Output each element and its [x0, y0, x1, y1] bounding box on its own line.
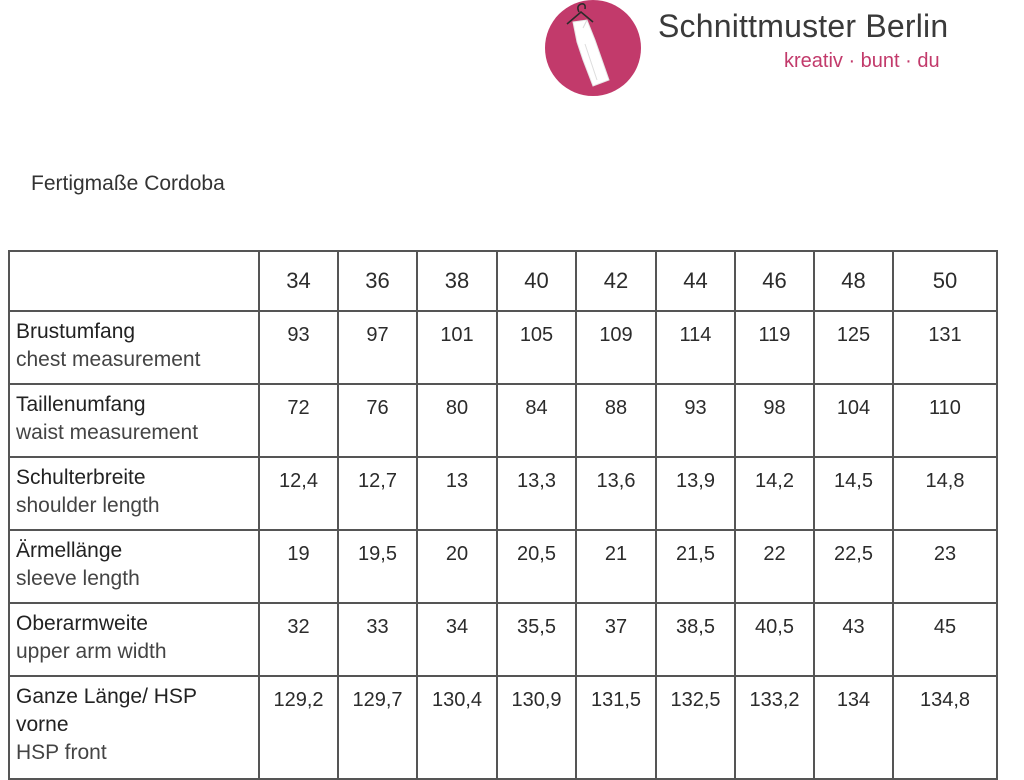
row-label: Taillenumfang waist measurement — [8, 383, 260, 458]
page-title: Fertigmaße Cordoba — [31, 172, 225, 195]
table-cell: 131,5 — [575, 675, 657, 780]
table-cell: 19 — [258, 529, 339, 604]
row-label: Ärmellänge sleeve length — [8, 529, 260, 604]
table-cell: 21 — [575, 529, 657, 604]
table-row: Ganze Länge/ HSP vorne HSP front 129,2 1… — [8, 675, 998, 780]
table-cell: 131 — [892, 310, 998, 385]
table-cell: 105 — [496, 310, 577, 385]
table-cell: 93 — [655, 383, 736, 458]
table-cell: 80 — [416, 383, 498, 458]
table-cell: 13 — [416, 456, 498, 531]
row-label-german: Ärmellänge — [16, 539, 123, 562]
table-cell: 21,5 — [655, 529, 736, 604]
table-row: Schulterbreite shoulder length 12,4 12,7… — [8, 456, 998, 531]
table-cell: 12,7 — [337, 456, 418, 531]
table-row: Brustumfang chest measurement 93 97 101 … — [8, 310, 998, 385]
table-cell: 76 — [337, 383, 418, 458]
table-cell: 14,8 — [892, 456, 998, 531]
row-label-german: Taillenumfang — [16, 393, 146, 416]
table-cell: 20 — [416, 529, 498, 604]
row-label-english: HSP front — [16, 741, 107, 764]
table-cell: 101 — [416, 310, 498, 385]
table-cell: 13,3 — [496, 456, 577, 531]
table-cell: 14,2 — [734, 456, 815, 531]
table-cell: 134,8 — [892, 675, 998, 780]
row-label-english: shoulder length — [16, 494, 160, 517]
table-cell: 14,5 — [813, 456, 894, 531]
table-cell: 43 — [813, 602, 894, 677]
table-cell: 104 — [813, 383, 894, 458]
size-header: 42 — [575, 250, 657, 312]
size-header: 34 — [258, 250, 339, 312]
table-cell: 134 — [813, 675, 894, 780]
table-cell: 129,2 — [258, 675, 339, 780]
table-cell: 93 — [258, 310, 339, 385]
table-cell: 20,5 — [496, 529, 577, 604]
row-label-german: Brustumfang — [16, 320, 136, 343]
table-cell: 72 — [258, 383, 339, 458]
brand-name: Schnittmuster Berlin — [658, 8, 949, 44]
table-cell: 23 — [892, 529, 998, 604]
size-header: 40 — [496, 250, 577, 312]
size-header: 50 — [892, 250, 998, 312]
row-label-english: upper arm width — [16, 640, 167, 663]
table-cell: 35,5 — [496, 602, 577, 677]
table-cell: 97 — [337, 310, 418, 385]
table-cell: 88 — [575, 383, 657, 458]
size-header: 44 — [655, 250, 736, 312]
size-header: 38 — [416, 250, 498, 312]
table-cell: 125 — [813, 310, 894, 385]
table-row: Ärmellänge sleeve length 19 19,5 20 20,5… — [8, 529, 998, 604]
row-label-german: Ganze Länge/ HSP vorne — [16, 685, 197, 736]
row-label-german: Oberarmweite — [16, 612, 148, 635]
table-cell: 37 — [575, 602, 657, 677]
table-cell: 84 — [496, 383, 577, 458]
size-header-row: 34 36 38 40 42 44 46 48 50 — [8, 250, 998, 312]
row-label-english: chest measurement — [16, 348, 201, 371]
table-cell: 119 — [734, 310, 815, 385]
table-cell: 38,5 — [655, 602, 736, 677]
table-row: Taillenumfang waist measurement 72 76 80… — [8, 383, 998, 458]
table-cell: 12,4 — [258, 456, 339, 531]
table-cell: 22,5 — [813, 529, 894, 604]
row-label-english: waist measurement — [16, 421, 199, 444]
table-row: Oberarmweite upper arm width 32 33 34 35… — [8, 602, 998, 677]
size-header: 48 — [813, 250, 894, 312]
table-cell: 40,5 — [734, 602, 815, 677]
table-cell: 13,9 — [655, 456, 736, 531]
row-label: Brustumfang chest measurement — [8, 310, 260, 385]
table-cell: 22 — [734, 529, 815, 604]
table-cell: 114 — [655, 310, 736, 385]
table-cell: 130,4 — [416, 675, 498, 780]
size-header: 46 — [734, 250, 815, 312]
dress-on-hanger-icon — [545, 0, 641, 96]
table-cell: 34 — [416, 602, 498, 677]
table-cell: 109 — [575, 310, 657, 385]
table-cell: 133,2 — [734, 675, 815, 780]
row-label: Schulterbreite shoulder length — [8, 456, 260, 531]
table-cell: 45 — [892, 602, 998, 677]
table-cell: 132,5 — [655, 675, 736, 780]
table-cell: 129,7 — [337, 675, 418, 780]
brand-tagline: kreativ · bunt · du — [784, 50, 940, 72]
table-cell: 32 — [258, 602, 339, 677]
table-cell: 19,5 — [337, 529, 418, 604]
corner-cell — [8, 250, 260, 312]
row-label: Ganze Länge/ HSP vorne HSP front — [8, 675, 260, 780]
size-header: 36 — [337, 250, 418, 312]
row-label-english: sleeve length — [16, 567, 140, 590]
measurement-table: 34 36 38 40 42 44 46 48 50 Brustumfang c… — [8, 250, 998, 780]
table-cell: 110 — [892, 383, 998, 458]
row-label-german: Schulterbreite — [16, 466, 146, 489]
table-cell: 98 — [734, 383, 815, 458]
table-cell: 33 — [337, 602, 418, 677]
table-cell: 130,9 — [496, 675, 577, 780]
table-cell: 13,6 — [575, 456, 657, 531]
row-label: Oberarmweite upper arm width — [8, 602, 260, 677]
